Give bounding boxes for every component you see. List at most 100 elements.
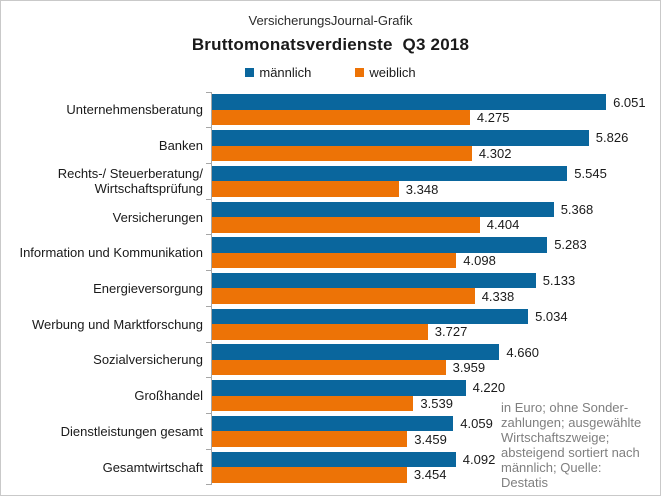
brand-label: VersicherungsJournal-Grafik (248, 13, 413, 28)
chart-title: Bruttomonatsverdienste Q3 2018 (191, 35, 470, 54)
bar-weiblich (211, 252, 457, 269)
value-label: 3.959 (452, 360, 486, 376)
bar-pair: 5.368 4.404 (211, 201, 660, 233)
bar-weiblich (211, 431, 408, 447)
bar-weiblich (211, 109, 470, 126)
axis-tick (206, 234, 211, 236)
category-label: Rechts-/ Steuerberatung/ Wirtschaftsprüf… (57, 166, 203, 197)
value-label: 4.302 (478, 145, 512, 161)
category-row: Versicherungen 5.368 4.404 (1, 199, 660, 235)
value-label: 6.051 (613, 94, 646, 110)
bar-männlich (211, 201, 554, 218)
axis-tick (206, 270, 211, 272)
bar-line: 3.348 (211, 181, 660, 197)
value-label: 5.283 (554, 237, 587, 253)
bar-weiblich (211, 395, 414, 412)
bar-line: 5.368 (211, 201, 660, 218)
category-row: Energieversorgung 5.133 4.338 (1, 271, 660, 307)
bar-pair: 4.092 3.454 (211, 451, 660, 483)
bar-männlich (211, 451, 456, 468)
value-label: 4.275 (476, 110, 510, 126)
category-row: Rechts-/ Steuerberatung/ Wirtschaftsprüf… (1, 163, 660, 199)
bar-männlich (211, 94, 607, 110)
bar-pair: 5.545 3.348 (211, 165, 660, 197)
value-label: 3.348 (405, 181, 439, 197)
bar-pair: 5.826 4.302 (211, 130, 660, 162)
plot-area: Unternehmensberatung 6.051 4.275 Banken 5.82… (1, 91, 660, 486)
category-row: Dienstleistungen gesamt 4.059 3.459 (1, 413, 660, 449)
axis-tick (206, 305, 211, 307)
category-row: Sozialversicherung 4.660 3.959 (1, 342, 660, 378)
bar-männlich (211, 344, 500, 360)
category-label: Gesamtwirtschaft (102, 459, 203, 475)
footnote: in Euro; ohne Sonder- zahlungen; ausgewä… (501, 400, 642, 490)
bar-weiblich (211, 145, 472, 162)
value-label: 4.404 (486, 217, 520, 233)
bar-pair: 4.660 3.959 (211, 344, 660, 376)
bar-line: 4.660 (211, 344, 660, 360)
value-label: 5.368 (560, 201, 594, 217)
value-label: 4.220 (472, 380, 506, 396)
category-row: Information und Kommunikation 5.283 4.098 (1, 235, 660, 271)
bar-männlich (211, 380, 466, 396)
legend-swatch-maennlich-icon (245, 68, 255, 77)
axis-tick (206, 448, 211, 450)
category-label: Werbung und Marktforschung (31, 316, 203, 332)
value-label: 4.092 (462, 451, 496, 467)
bar-pair: 4.220 3.539 (211, 380, 660, 412)
axis-tick (206, 127, 211, 129)
axis-tick (206, 162, 211, 164)
bar-pair: 5.283 4.098 (211, 237, 660, 269)
bar-line: 3.459 (211, 431, 660, 447)
category-row: Unternehmensberatung 6.051 4.275 (1, 92, 660, 128)
value-label: 4.059 (460, 416, 493, 432)
bar-pair: 5.034 3.727 (211, 308, 660, 340)
category-label: Information und Kommunikation (19, 245, 203, 261)
bar-rows: Unternehmensberatung 6.051 4.275 Banken 5.82… (1, 92, 660, 485)
axis-tick (206, 377, 211, 379)
bar-line: 5.545 (211, 165, 660, 182)
category-label: Banken (158, 138, 203, 154)
bar-line: 4.404 (211, 217, 660, 233)
category-axis-line (211, 92, 212, 485)
bar-line: 3.959 (211, 359, 660, 376)
axis-tick (206, 484, 211, 486)
bar-line: 3.539 (211, 395, 660, 412)
axis-tick (206, 198, 211, 200)
category-label: Dienstleistungen gesamt (60, 423, 203, 439)
bar-männlich (211, 165, 568, 182)
bar-weiblich (211, 467, 407, 483)
category-label: Sozialversicherung (93, 352, 203, 368)
bar-pair: 5.133 4.338 (211, 272, 660, 304)
value-label: 3.454 (413, 467, 447, 483)
bar-line: 6.051 (211, 94, 660, 110)
bar-pair: 4.059 3.459 (211, 415, 660, 447)
value-label: 3.727 (434, 324, 468, 340)
bar-line: 4.098 (211, 252, 660, 269)
bar-männlich (211, 130, 589, 146)
bar-line: 5.133 (211, 272, 660, 289)
axis-tick (206, 413, 211, 414)
category-label: Energieversorgung (93, 280, 203, 296)
bar-line: 4.220 (211, 380, 660, 396)
category-row: Gesamtwirtschaft 4.092 3.454 (1, 449, 660, 485)
bar-männlich (211, 308, 529, 325)
bar-line: 4.275 (211, 109, 660, 126)
bar-line: 4.092 (211, 451, 660, 468)
chart-legend: männlich weiblich (1, 65, 660, 80)
bar-männlich (211, 415, 454, 432)
bar-line: 4.338 (211, 288, 660, 304)
bar-line: 3.454 (211, 467, 660, 483)
value-label: 4.660 (506, 344, 539, 360)
legend-item-maennlich: männlich (245, 65, 311, 80)
value-label: 5.826 (595, 130, 629, 146)
category-row: Banken 5.826 4.302 (1, 128, 660, 164)
bar-weiblich (211, 288, 475, 304)
legend-label-weiblich: weiblich (369, 65, 416, 80)
category-label: Unternehmensberatung (66, 102, 203, 118)
bar-männlich (211, 237, 548, 253)
bar-weiblich (211, 181, 399, 197)
bar-männlich (211, 272, 536, 289)
value-label: 5.133 (542, 273, 576, 289)
